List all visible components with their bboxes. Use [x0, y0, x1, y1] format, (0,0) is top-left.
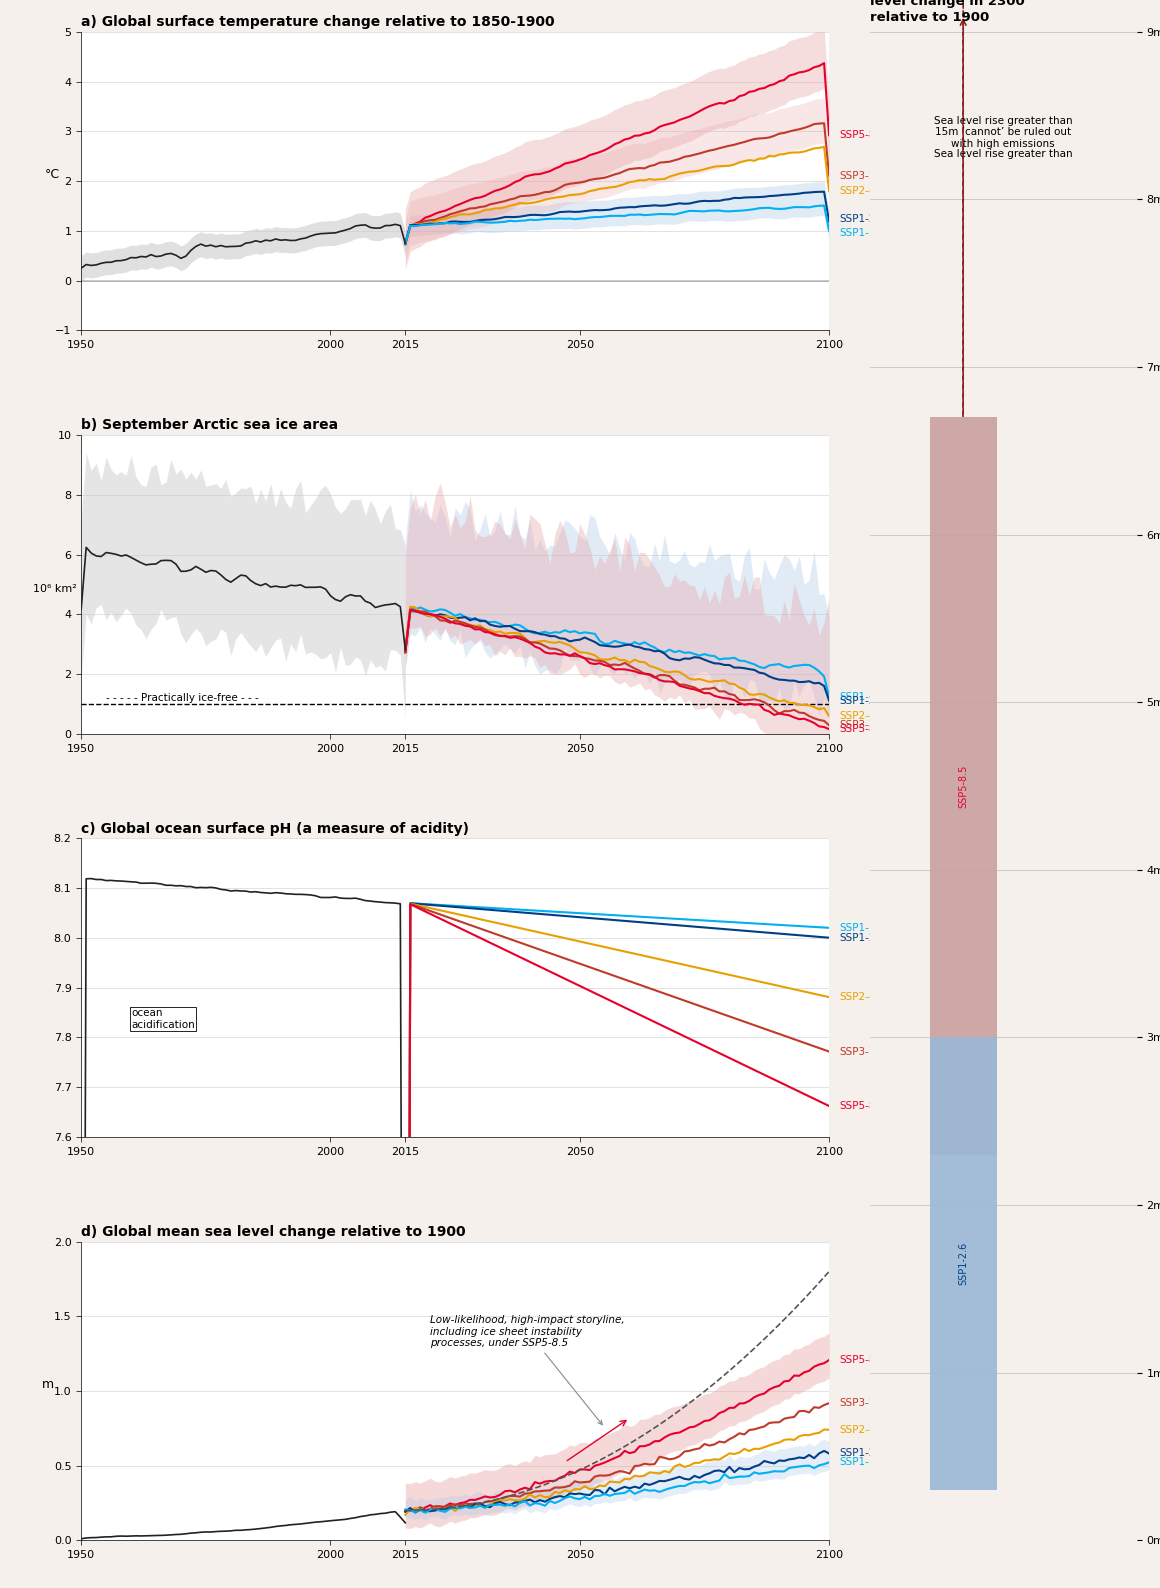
Text: a) Global surface temperature change relative to 1850-1900: a) Global surface temperature change rel… — [81, 16, 554, 29]
Text: SSP5-8.5: SSP5-8.5 — [958, 764, 969, 808]
Text: SSP1-2.6: SSP1-2.6 — [839, 1448, 885, 1458]
Text: SSP1-1.9: SSP1-1.9 — [839, 923, 885, 932]
Text: b) September Arctic sea ice area: b) September Arctic sea ice area — [81, 419, 339, 432]
Text: SSP1-2.6: SSP1-2.6 — [839, 932, 885, 943]
Text: SSP1-1.9: SSP1-1.9 — [839, 1458, 885, 1467]
Text: SSP1-2.6: SSP1-2.6 — [839, 696, 885, 705]
Text: SSP3-7.0: SSP3-7.0 — [839, 1397, 885, 1409]
Bar — [930, 1037, 996, 1490]
Text: SSP2-4.5: SSP2-4.5 — [839, 711, 885, 721]
Text: Low-likelihood, high-impact storyline,
including ice sheet instability
processes: Low-likelihood, high-impact storyline, i… — [430, 1315, 625, 1424]
Text: SSP5-8.5: SSP5-8.5 — [839, 1355, 885, 1366]
Text: e) Global mean sea level
level change in 2300
relative to 1900: e) Global mean sea level level change in… — [870, 0, 1054, 24]
Text: SSP1-1.9: SSP1-1.9 — [839, 692, 885, 702]
Text: SSP5-8.5: SSP5-8.5 — [839, 1100, 885, 1112]
Text: SSP3-7.0: SSP3-7.0 — [839, 721, 885, 730]
Y-axis label: °C: °C — [45, 168, 60, 181]
Text: SSP3-7.0: SSP3-7.0 — [839, 1046, 885, 1056]
Text: Sea level rise greater than
15m ’cannot’ be ruled out
with high emissions: Sea level rise greater than 15m ’cannot’… — [934, 116, 1073, 149]
Text: SSP5-8.5: SSP5-8.5 — [839, 130, 885, 140]
Text: SSP1-1.9: SSP1-1.9 — [839, 229, 885, 238]
Text: SSP2-4.5: SSP2-4.5 — [839, 1424, 885, 1436]
Text: SSP2-4.5: SSP2-4.5 — [839, 992, 885, 1002]
Text: SSP1-2.6: SSP1-2.6 — [839, 214, 885, 224]
Text: SSP2-4.5: SSP2-4.5 — [839, 186, 885, 197]
Text: SSP3-7.0: SSP3-7.0 — [839, 170, 885, 181]
Text: Sea level rise greater than: Sea level rise greater than — [934, 149, 1073, 159]
Y-axis label: 10⁶ km²: 10⁶ km² — [32, 584, 77, 594]
Bar — [930, 418, 996, 1154]
Text: - - - - - Practically ice-free - - -: - - - - - Practically ice-free - - - — [106, 692, 259, 703]
Text: SSP1-2.6: SSP1-2.6 — [958, 1242, 969, 1285]
Text: ocean
acidification: ocean acidification — [131, 1008, 195, 1029]
Text: SSP5-8.5: SSP5-8.5 — [839, 724, 885, 734]
Y-axis label: m: m — [42, 1378, 55, 1391]
Text: c) Global ocean surface pH (a measure of acidity): c) Global ocean surface pH (a measure of… — [81, 821, 469, 835]
Text: d) Global mean sea level change relative to 1900: d) Global mean sea level change relative… — [81, 1224, 466, 1239]
